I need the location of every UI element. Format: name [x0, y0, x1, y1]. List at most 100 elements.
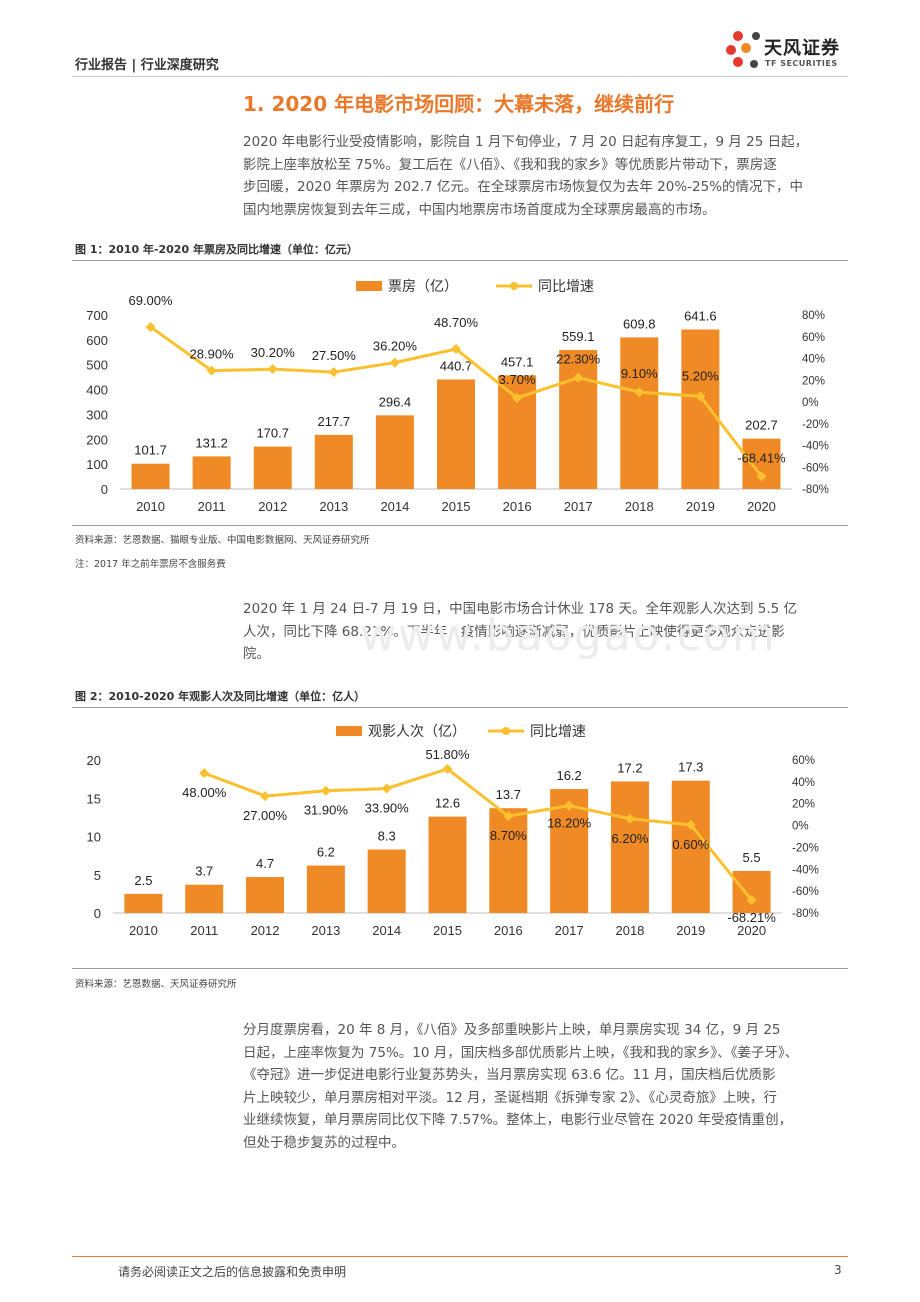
y2-axis-tick-label: -80% — [802, 484, 829, 496]
y2-axis-tick-label: 0% — [802, 397, 819, 409]
growth-value-label: 8.70% — [490, 828, 527, 843]
x-axis-tick-label: 2020 — [747, 499, 776, 514]
bar-value-label: 559.1 — [562, 329, 595, 344]
growth-value-label: 27.50% — [312, 348, 357, 363]
bar — [124, 893, 163, 913]
growth-value-label: 28.90% — [190, 347, 235, 362]
bar-value-label: 457.1 — [501, 354, 534, 369]
growth-value-label: 48.70% — [434, 315, 479, 330]
growth-value-label: 5.20% — [682, 368, 719, 383]
paragraph-line: 但处于稳步复苏的过程中。 — [243, 1134, 405, 1151]
y-axis-tick-label: 500 — [86, 358, 108, 373]
x-axis-tick-label: 2018 — [625, 499, 654, 514]
growth-line — [203, 767, 753, 902]
paragraph-line: 2020 年 1 月 24 日-7 月 19 日，中国电影市场合计休业 178 … — [243, 601, 797, 617]
bar-value-label: 12.6 — [435, 796, 460, 811]
bar-value-label: 5.5 — [743, 850, 761, 865]
bar — [732, 870, 771, 913]
bar — [671, 780, 710, 913]
bar-value-label: 131.2 — [195, 435, 228, 450]
growth-value-label: 18.20% — [547, 816, 592, 831]
y-axis-tick-label: 0 — [94, 906, 101, 921]
legend-line-marker — [510, 282, 518, 290]
paragraph-line: 人次，同比下降 68.21%。下半年，疫情影响逐渐减弱，优质影片上映使得更多观众… — [243, 623, 785, 640]
growth-value-label: 51.80% — [425, 747, 470, 762]
legend-bar-swatch — [336, 726, 362, 736]
growth-marker — [564, 800, 575, 811]
bar — [620, 337, 659, 489]
bar — [559, 350, 598, 489]
growth-marker — [756, 471, 767, 482]
paragraph-3: 分月度票房看，20 年 8 月，《八佰》及多部重映影片上映，单月票房实现 34 … — [243, 1019, 848, 1154]
report-category: 行业报告 | 行业深度研究 — [75, 58, 219, 73]
bar — [367, 849, 406, 913]
y2-axis-tick-label: -80% — [792, 908, 819, 920]
legend-bar-swatch — [356, 281, 382, 291]
growth-value-label: 48.00% — [182, 785, 227, 800]
x-axis-tick-label: 2014 — [380, 499, 409, 514]
growth-marker — [442, 763, 453, 774]
y2-axis-tick-label: 40% — [802, 354, 825, 366]
y2-axis-tick-label: 20% — [792, 799, 815, 811]
y2-axis-tick-label: -40% — [802, 441, 829, 453]
growth-marker — [624, 813, 635, 824]
x-axis-tick-label: 2019 — [676, 923, 705, 938]
bar-value-label: 101.7 — [134, 443, 167, 458]
x-axis-tick-label: 2018 — [615, 923, 644, 938]
growth-marker — [320, 785, 331, 796]
disclaimer-text: 请务必阅读正文之后的信息披露和免责申明 — [118, 1265, 347, 1279]
y2-axis-tick-label: 40% — [792, 777, 815, 789]
growth-marker — [267, 364, 278, 375]
bar-value-label: 13.7 — [496, 787, 521, 802]
y-axis-tick-label: 700 — [86, 308, 108, 323]
bar — [306, 865, 345, 913]
bar — [253, 446, 292, 489]
y2-axis-tick-label: 60% — [792, 755, 815, 767]
page-number: 3 — [834, 1263, 842, 1277]
paragraph-line: 分月度票房看，20 年 8 月，《八佰》及多部重映影片上映，单月票房实现 34 … — [243, 1022, 781, 1038]
growth-marker — [328, 367, 339, 378]
bar — [681, 329, 720, 489]
growth-value-label: 30.20% — [251, 345, 296, 360]
y2-axis-tick-label: -40% — [792, 864, 819, 876]
bar-value-label: 609.8 — [623, 316, 656, 331]
x-axis-tick-label: 2012 — [258, 499, 287, 514]
growth-marker — [199, 768, 210, 779]
y-axis-tick-label: 100 — [86, 457, 108, 472]
paragraph-1: 2020 年电影行业受疫情影响，影院自 1 月下旬停业，7 月 20 日起有序复… — [243, 131, 848, 221]
growth-marker — [451, 344, 461, 355]
x-axis-tick-label: 2013 — [319, 499, 348, 514]
x-axis-tick-label: 2011 — [190, 923, 218, 938]
figure-1-note: 注：2017 年之前年票房不含服务费 — [75, 559, 226, 570]
x-axis-tick-label: 2015 — [433, 923, 462, 938]
paragraph-line: 院。 — [243, 646, 270, 662]
figure-2-bottom-rule — [72, 968, 848, 969]
y2-axis-tick-label: -60% — [792, 886, 819, 898]
logo-chinese-name: 天风证券 — [764, 38, 840, 59]
growth-marker — [634, 387, 645, 398]
bar-value-label: 16.2 — [556, 768, 581, 783]
company-logo — [726, 31, 760, 68]
bar-value-label: 170.7 — [256, 426, 289, 441]
growth-value-label: -68.21% — [727, 910, 776, 925]
bar — [375, 415, 414, 489]
growth-value-label: 69.00% — [128, 293, 173, 308]
growth-value-label: 31.90% — [304, 803, 349, 818]
logo-english-name: TF SECURITIES — [765, 59, 838, 68]
y-axis-tick-label: 0 — [101, 482, 108, 497]
x-axis-tick-label: 2013 — [311, 923, 340, 938]
bar-value-label: 8.3 — [378, 829, 396, 844]
growth-value-label: 6.20% — [612, 831, 649, 846]
y-axis-tick-label: 300 — [86, 407, 108, 422]
y2-axis-tick-label: -20% — [792, 842, 819, 854]
y2-axis-tick-label: 80% — [802, 310, 825, 322]
box-office-chart: 票房（亿） 同比增速 0 100 200 300 400 500 600 700 -80% -60% -… — [86, 278, 829, 514]
y-axis-tick-label: 400 — [86, 383, 108, 398]
bar-value-label: 296.4 — [379, 394, 412, 409]
bar-value-label: 17.3 — [678, 760, 703, 775]
watermark: www.baogao.com — [360, 610, 777, 661]
growth-marker — [573, 372, 584, 383]
growth-value-label: 36.20% — [373, 339, 418, 354]
x-axis-tick-label: 2017 — [564, 499, 593, 514]
growth-value-label: 3.70% — [499, 372, 536, 387]
